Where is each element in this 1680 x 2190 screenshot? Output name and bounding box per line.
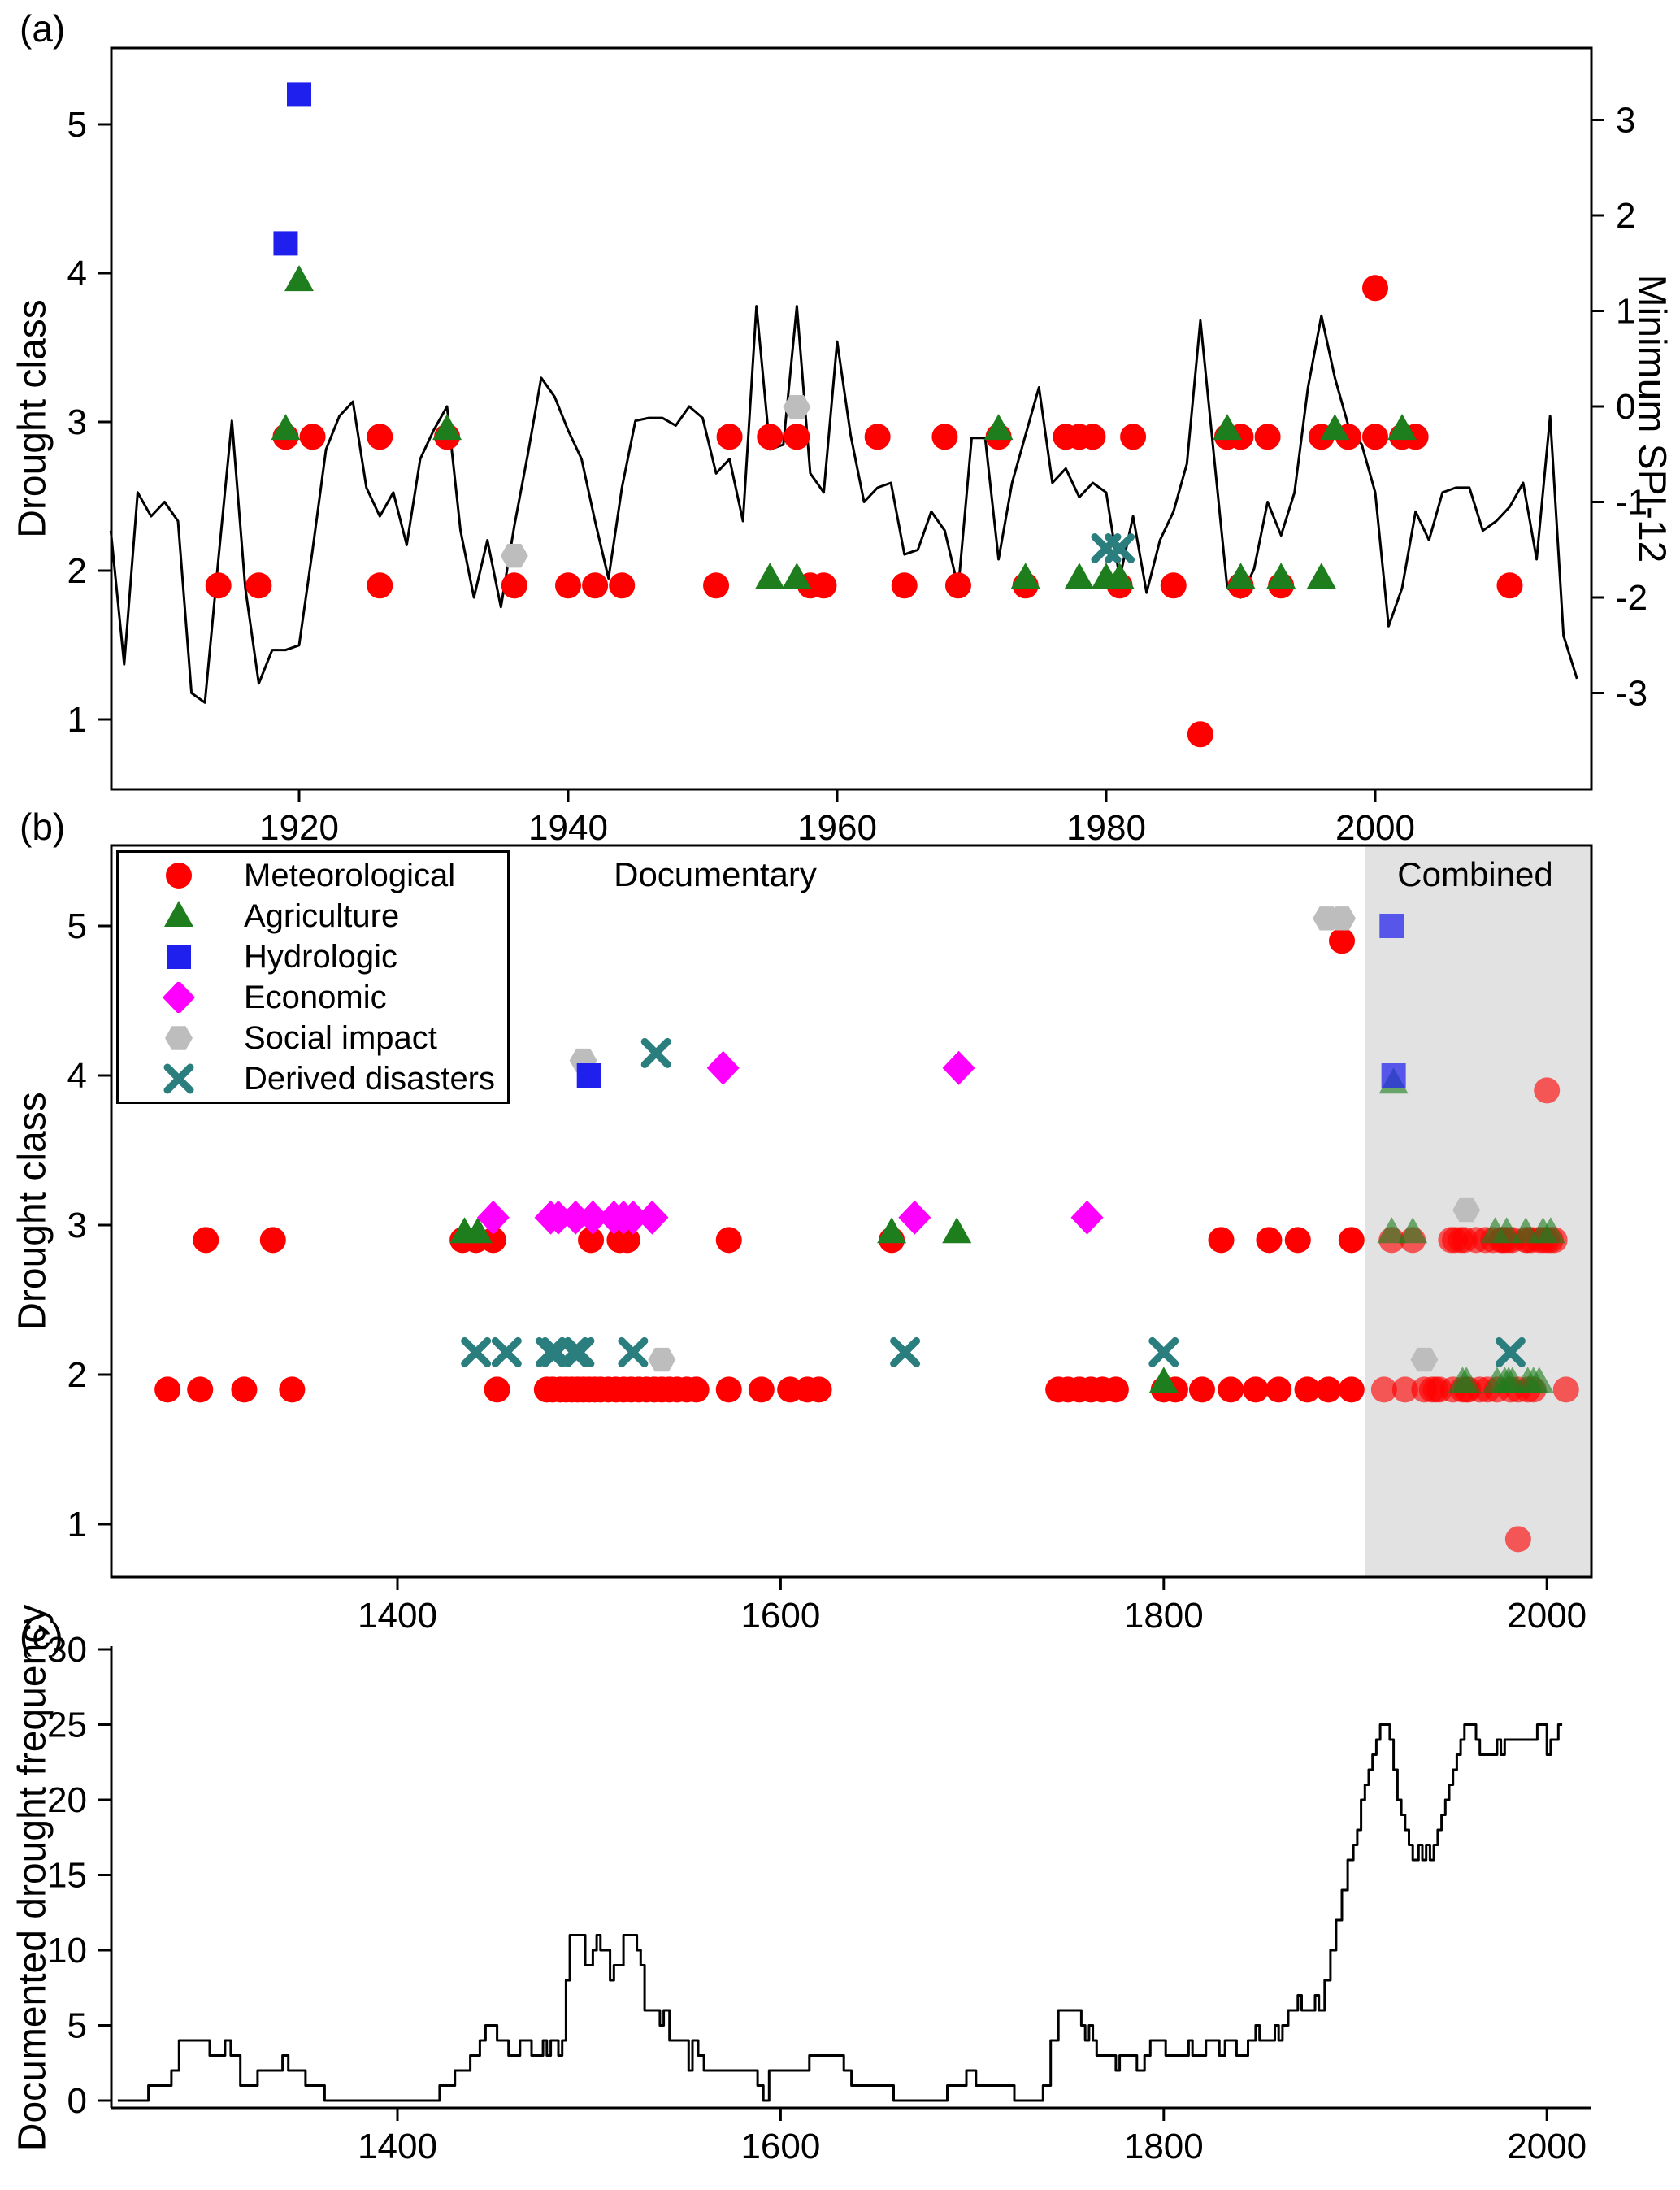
agriculture-triangle-icon (164, 901, 193, 927)
legend-label: Meteorological (244, 857, 456, 893)
svg-text:2000: 2000 (1335, 808, 1415, 848)
svg-text:1940: 1940 (528, 808, 608, 848)
svg-text:2000: 2000 (1507, 1596, 1587, 1636)
panel-c (110, 1646, 1591, 2110)
svg-text:1: 1 (67, 700, 87, 740)
documentary-region-label: Documentary (614, 855, 817, 893)
svg-text:5: 5 (67, 105, 87, 145)
svg-text:1: 1 (67, 1505, 87, 1545)
svg-text:5: 5 (67, 2006, 87, 2046)
svg-text:2: 2 (67, 1355, 87, 1395)
economic-diamond-icon (163, 982, 195, 1013)
svg-text:3: 3 (67, 402, 87, 442)
panel-a-letter: (a) (20, 7, 66, 50)
legend-item-agriculture: Agriculture (119, 896, 507, 936)
svg-text:2000: 2000 (1507, 2127, 1587, 2166)
svg-text:4: 4 (67, 254, 87, 293)
legend-item-meteorological: Meteorological (119, 855, 507, 896)
panel-a-ticks: 1920 1940 1960 1980 2000 1 2 3 4 5 3 2 1 0 -1 -2 -3 (67, 101, 1648, 849)
panel-b-combined-points (1370, 914, 1579, 1553)
legend-item-social-impact: Social impact (119, 1018, 507, 1058)
legend-label: Hydrologic (244, 938, 397, 975)
panel-a-points (205, 82, 1523, 748)
panel-a-ylabel-right: Minimum SPI-12 (1630, 274, 1673, 563)
panel-c-frequency-line (117, 1723, 1563, 2102)
svg-text:2: 2 (67, 551, 87, 591)
combined-region-label: Combined (1397, 855, 1553, 893)
svg-text:1800: 1800 (1124, 2127, 1204, 2166)
svg-text:3: 3 (67, 1206, 87, 1245)
social-impact-hexagon-icon (165, 1026, 193, 1050)
svg-text:0: 0 (1616, 387, 1635, 427)
svg-text:0: 0 (67, 2081, 87, 2121)
svg-text:1920: 1920 (259, 808, 339, 848)
svg-text:5: 5 (67, 906, 87, 946)
svg-text:1400: 1400 (358, 2127, 437, 2166)
panel-b-ticks: 1400 1600 1800 2000 1 2 3 4 5 (67, 906, 1587, 1636)
svg-text:-3: -3 (1616, 674, 1647, 714)
svg-text:1980: 1980 (1066, 808, 1146, 848)
legend-item-economic: Economic (119, 977, 507, 1018)
derived-disasters-x-icon (163, 1063, 194, 1094)
legend-label: Derived disasters (244, 1060, 496, 1097)
legend-label: Agriculture (244, 897, 400, 934)
svg-text:1600: 1600 (740, 1596, 820, 1636)
panel-c-ylabel: Documented drought frequency (11, 1604, 54, 2152)
panel-c-letter: (c) (20, 1614, 63, 1657)
panel-a (110, 46, 1593, 791)
svg-text:3: 3 (1616, 101, 1635, 141)
panel-b-letter: (b) (20, 806, 66, 848)
hydrologic-square-icon (167, 945, 191, 969)
svg-text:1400: 1400 (358, 1596, 437, 1636)
panel-c-ticks: 1400 1600 1800 2000 0 5 10 15 20 25 30 (47, 1630, 1587, 2166)
panel-a-ylabel-left: Drought class (11, 299, 54, 538)
svg-text:1: 1 (1616, 292, 1635, 332)
panel-b-documentary-points (154, 906, 1365, 1403)
svg-text:4: 4 (67, 1056, 87, 1096)
legend-item-derived-disasters: Derived disasters (119, 1058, 507, 1099)
svg-text:15: 15 (47, 1856, 87, 1896)
svg-text:30: 30 (47, 1630, 87, 1670)
legend-label: Social impact (244, 1019, 437, 1056)
svg-text:-1: -1 (1616, 483, 1647, 523)
svg-text:20: 20 (47, 1780, 87, 1820)
svg-text:1600: 1600 (740, 2127, 820, 2166)
panel-b-legend: Meteorological Agriculture Hydrologic Ec… (116, 850, 510, 1104)
panel-b-ylabel: Drought class (11, 1092, 54, 1331)
svg-text:10: 10 (47, 1931, 87, 1971)
svg-text:1800: 1800 (1124, 1596, 1204, 1636)
legend-label: Economic (244, 979, 387, 1015)
svg-text:1960: 1960 (797, 808, 877, 848)
legend-item-hydrologic: Hydrologic (119, 936, 507, 977)
svg-text:25: 25 (47, 1706, 87, 1745)
meteorological-circle-icon (166, 863, 192, 889)
panel-a-spi-line (109, 305, 1578, 704)
svg-text:-2: -2 (1616, 578, 1647, 618)
svg-text:2: 2 (1616, 196, 1635, 236)
